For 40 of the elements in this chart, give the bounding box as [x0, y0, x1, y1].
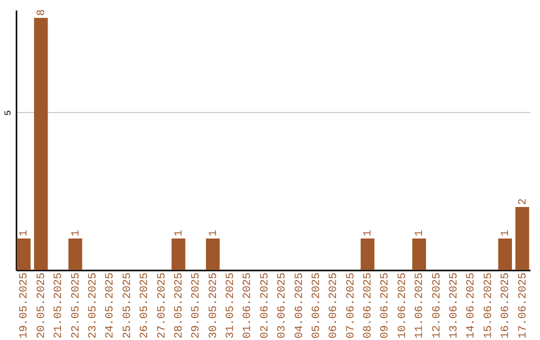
data-label: 1 — [208, 229, 220, 236]
data-label: 1 — [173, 229, 186, 236]
x-tick-label: 12.06.2025 — [431, 272, 444, 339]
data-label: 1 — [18, 229, 31, 236]
x-tick-label: 10.06.2025 — [396, 272, 409, 339]
x-tick-label: 28.05.2025 — [173, 272, 186, 339]
x-tick-label: 09.06.2025 — [380, 272, 392, 339]
x-tick-label: 30.05.2025 — [208, 272, 220, 339]
data-label: 1 — [414, 229, 426, 236]
x-tick-label: 08.06.2025 — [362, 272, 375, 339]
x-tick-label: 11.06.2025 — [414, 272, 426, 339]
x-tick-label: 01.06.2025 — [242, 272, 254, 339]
x-tick-label: 29.05.2025 — [190, 272, 203, 339]
x-tick-label: 16.06.2025 — [500, 272, 512, 339]
y-tick-label: 5 — [4, 110, 14, 116]
x-tick-label: 23.05.2025 — [88, 272, 100, 339]
x-tick-label: 21.05.2025 — [53, 272, 66, 339]
x-tick-label: 13.06.2025 — [448, 272, 460, 339]
data-label: 8 — [36, 9, 48, 16]
data-label: 2 — [517, 198, 530, 205]
x-tick-label: 14.06.2025 — [466, 272, 478, 339]
x-tick-label: 02.06.2025 — [259, 272, 272, 339]
x-tick-label: 19.05.2025 — [18, 272, 31, 339]
x-tick-label: 04.06.2025 — [294, 272, 306, 339]
x-tick-label: 20.05.2025 — [36, 272, 48, 339]
x-tick-label: 27.05.2025 — [156, 272, 168, 339]
x-tick-label: 06.06.2025 — [328, 272, 340, 339]
x-tick-label: 26.05.2025 — [139, 272, 152, 339]
x-tick-label: 24.05.2025 — [104, 272, 117, 339]
x-tick-label: 07.06.2025 — [345, 272, 358, 339]
data-label: 1 — [500, 229, 512, 236]
x-tick-label: 15.06.2025 — [482, 272, 495, 339]
x-tick-label: 31.05.2025 — [225, 272, 238, 339]
data-label: 1 — [362, 229, 375, 236]
x-tick-label: 25.05.2025 — [122, 272, 134, 339]
x-tick-label: 17.06.2025 — [517, 272, 530, 339]
x-tick-label: 05.06.2025 — [310, 272, 323, 339]
x-tick-label: 03.06.2025 — [276, 272, 289, 339]
data-label: 1 — [70, 229, 82, 236]
x-tick-label: 22.05.2025 — [70, 272, 82, 339]
